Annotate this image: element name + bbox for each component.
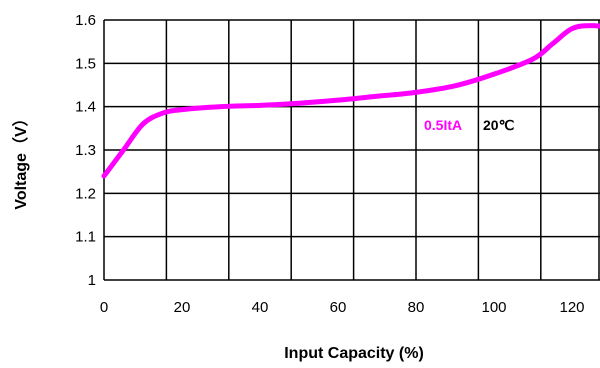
x-tick-label: 120 [559,299,584,316]
y-tick-label: 1.1 [75,229,96,246]
x-tick-label: 40 [252,299,269,316]
x-tick-label: 100 [481,299,506,316]
y-axis-label: Voltage（V） [12,110,30,209]
annotation-condition: 0.5ItA [424,117,462,133]
y-tick-label: 1.5 [75,55,96,72]
x-axis-label: Input Capacity (%) [284,345,424,362]
x-tick-labels: 020406080100120140160 [100,299,585,316]
grid [103,19,600,281]
series-line [101,23,600,179]
x-tick-label: 80 [408,299,425,316]
y-tick-labels: 1 1.1 1.2 1.3 1.4 1.5 1.6 [75,12,96,289]
x-tick-label: 20 [174,299,191,316]
y-tick-label: 1 [88,272,96,289]
x-tick-label: 0 [100,299,108,316]
x-tick-label: 60 [330,299,347,316]
y-tick-label: 1.6 [75,12,96,29]
y-tick-label: 1.4 [75,99,96,116]
annotation-temperature: 20℃ [483,117,515,133]
y-tick-label: 1.3 [75,142,96,159]
y-tick-label: 1.2 [75,185,96,202]
